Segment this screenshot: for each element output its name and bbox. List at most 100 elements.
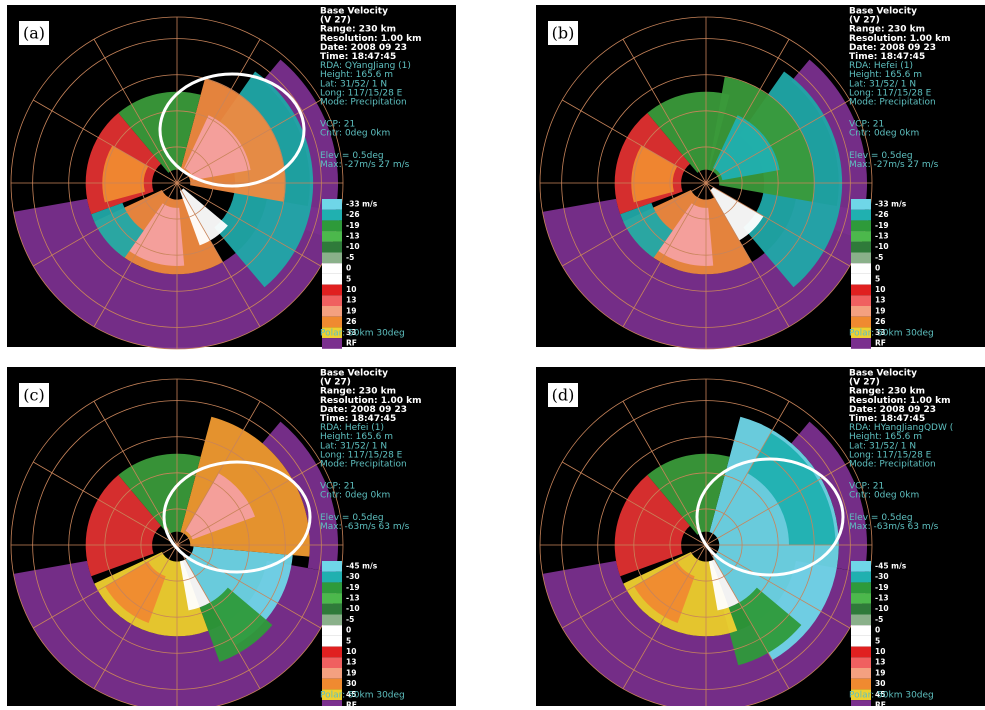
legend-label: -19 [346, 221, 360, 230]
legend-swatch [322, 647, 342, 658]
legend-swatch [851, 306, 871, 317]
legend-label: -45 m/s [346, 561, 378, 570]
legend-swatch [322, 593, 342, 604]
legend-swatch [322, 263, 342, 274]
legend-swatch [322, 274, 342, 285]
legend-label: 19 [346, 306, 356, 315]
legend-swatch [851, 338, 871, 349]
panel-label: (c) [23, 386, 44, 405]
legend-swatch [851, 625, 871, 636]
info-line: Cntr: 0deg 0km [849, 129, 919, 139]
radar-panel: (d)Base Velocity(V 27)Range: 230 kmResol… [536, 367, 985, 706]
legend-swatch [322, 561, 342, 572]
legend-label: -26 [875, 210, 889, 219]
legend-label: 5 [346, 636, 351, 645]
legend-label: -30 [875, 572, 889, 581]
legend-label: -10 [875, 242, 889, 251]
info-line: Max: -27m/s 27 m/s [849, 160, 939, 170]
legend-swatch [322, 636, 342, 647]
legend-label: -45 m/s [875, 561, 907, 570]
info-line: Mode: Precipitation [320, 98, 407, 108]
legend-label: -10 [346, 242, 360, 251]
legend-label: 26 [346, 317, 356, 326]
legend-label: 13 [346, 296, 356, 305]
legend-label: 10 [875, 285, 885, 294]
panel-label: (b) [552, 24, 575, 43]
legend-swatch [851, 679, 871, 690]
legend-label: -33 m/s [346, 199, 378, 208]
legend-swatch [322, 253, 342, 264]
info-line: Cntr: 0deg 0km [320, 491, 390, 501]
legend-swatch [851, 700, 871, 706]
legend-swatch [322, 679, 342, 690]
legend-swatch [851, 593, 871, 604]
info-line: Max: -63m/s 63 m/s [849, 522, 939, 532]
legend-label: 10 [346, 647, 356, 656]
legend-swatch [851, 210, 871, 221]
legend-label: 0 [875, 264, 880, 273]
legend-swatch [322, 615, 342, 626]
legend-label: 30 [875, 679, 885, 688]
footer: Polar: 50km 30deg [320, 691, 405, 701]
legend-swatch [322, 199, 342, 210]
legend-swatch [851, 274, 871, 285]
legend-label: -10 [875, 604, 889, 613]
info-line: Cntr: 0deg 0km [320, 129, 390, 139]
legend-label: RF [875, 700, 886, 706]
info-line: Mode: Precipitation [320, 460, 407, 470]
legend-swatch [322, 285, 342, 296]
legend-swatch [851, 582, 871, 593]
legend-label: 0 [346, 626, 351, 635]
legend-label: -26 [346, 210, 360, 219]
legend-label: RF [346, 700, 357, 706]
legend-label: -33 m/s [875, 199, 907, 208]
legend-swatch [322, 657, 342, 668]
legend-swatch [322, 572, 342, 583]
legend-label: 13 [346, 658, 356, 667]
legend-label: -13 [875, 231, 889, 240]
legend-swatch [851, 561, 871, 572]
legend-swatch [851, 199, 871, 210]
radar-panel: (c)Base Velocity(V 27)Range: 230 kmResol… [7, 367, 456, 706]
footer: Polar: 50km 30deg [320, 329, 405, 339]
legend-swatch [322, 306, 342, 317]
legend-swatch [322, 231, 342, 242]
legend-label: -19 [875, 221, 889, 230]
legend-swatch [322, 625, 342, 636]
info-line: Mode: Precipitation [849, 98, 936, 108]
legend-label: 5 [346, 274, 351, 283]
legend-swatch [851, 604, 871, 615]
legend-swatch [851, 231, 871, 242]
legend-swatch [851, 263, 871, 274]
radar-panel: (a)Base Velocity(V 27)Range: 230 kmResol… [7, 5, 456, 349]
legend-label: 5 [875, 274, 880, 283]
footer: Polar: 50km 30deg [849, 329, 934, 339]
legend-swatch [851, 253, 871, 264]
legend-label: 0 [875, 626, 880, 635]
legend-swatch [851, 657, 871, 668]
legend-label: 5 [875, 636, 880, 645]
panel-label: (a) [23, 24, 45, 43]
info-line: Cntr: 0deg 0km [849, 491, 919, 501]
legend-swatch [322, 668, 342, 679]
legend-label: 19 [346, 668, 356, 677]
legend-label: 19 [875, 668, 885, 677]
legend-swatch [322, 582, 342, 593]
legend-swatch [322, 242, 342, 253]
legend-swatch [322, 210, 342, 221]
legend-swatch [322, 295, 342, 306]
legend-swatch [322, 220, 342, 231]
legend-label: -13 [346, 231, 360, 240]
legend-label: -5 [346, 615, 354, 624]
legend-swatch [851, 295, 871, 306]
legend-label: 10 [346, 285, 356, 294]
legend-swatch [851, 317, 871, 328]
legend-label: -19 [346, 583, 360, 592]
legend-swatch [851, 242, 871, 253]
legend-swatch [851, 285, 871, 296]
legend-swatch [322, 604, 342, 615]
legend-swatch [322, 700, 342, 706]
legend-label: RF [346, 338, 357, 347]
panel-label: (d) [552, 386, 575, 405]
legend-swatch [322, 338, 342, 349]
